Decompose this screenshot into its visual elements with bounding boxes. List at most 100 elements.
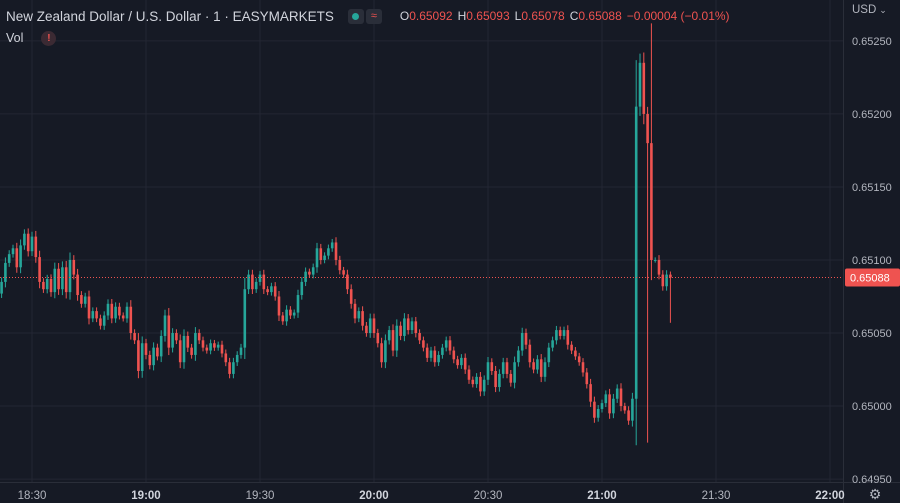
- candle[interactable]: [334, 237, 338, 266]
- candle[interactable]: [570, 341, 573, 355]
- candle[interactable]: [505, 357, 509, 379]
- candle[interactable]: [498, 369, 501, 392]
- warning-icon[interactable]: !: [41, 30, 57, 46]
- candle[interactable]: [42, 278, 45, 293]
- candle[interactable]: [159, 330, 163, 363]
- candle[interactable]: [623, 402, 627, 414]
- candle[interactable]: [574, 347, 577, 360]
- candle[interactable]: [45, 274, 49, 294]
- candle[interactable]: [125, 302, 129, 323]
- candle[interactable]: [0, 277, 3, 298]
- candle[interactable]: [152, 342, 155, 371]
- candle[interactable]: [380, 337, 383, 368]
- candle[interactable]: [254, 278, 258, 293]
- candle[interactable]: [205, 344, 209, 354]
- candle[interactable]: [395, 319, 399, 357]
- candle[interactable]: [429, 346, 433, 362]
- candle[interactable]: [140, 336, 144, 378]
- settings-gear-icon[interactable]: ⚙: [868, 485, 882, 502]
- candle[interactable]: [197, 329, 201, 345]
- candle[interactable]: [596, 405, 600, 422]
- candle[interactable]: [57, 263, 60, 295]
- candle[interactable]: [634, 60, 638, 446]
- candle[interactable]: [653, 257, 657, 263]
- candle[interactable]: [452, 346, 456, 364]
- candle[interactable]: [646, 106, 649, 443]
- candle[interactable]: [330, 238, 334, 252]
- candle[interactable]: [391, 324, 395, 357]
- candle[interactable]: [315, 242, 319, 273]
- candle[interactable]: [585, 368, 589, 389]
- candle[interactable]: [61, 261, 64, 296]
- candle[interactable]: [281, 311, 285, 325]
- candle[interactable]: [460, 354, 463, 369]
- candle[interactable]: [463, 353, 467, 374]
- candle[interactable]: [403, 313, 406, 342]
- candle[interactable]: [270, 282, 273, 296]
- candle[interactable]: [520, 327, 524, 356]
- candle[interactable]: [631, 392, 634, 427]
- candle[interactable]: [589, 378, 592, 407]
- candle[interactable]: [95, 307, 98, 323]
- candle[interactable]: [327, 244, 330, 260]
- candle[interactable]: [114, 302, 117, 323]
- candle[interactable]: [517, 346, 520, 367]
- candle[interactable]: [532, 358, 535, 374]
- candle[interactable]: [593, 396, 596, 423]
- candle[interactable]: [346, 269, 349, 295]
- candle[interactable]: [247, 269, 250, 295]
- candle[interactable]: [608, 388, 611, 419]
- candle[interactable]: [547, 342, 551, 368]
- candle[interactable]: [342, 266, 345, 278]
- candle[interactable]: [425, 343, 429, 363]
- candle[interactable]: [7, 250, 11, 267]
- symbol-title[interactable]: New Zealand Dollar / U.S. Dollar · 1 · E…: [6, 8, 334, 24]
- candle[interactable]: [543, 357, 547, 382]
- candle[interactable]: [182, 329, 186, 369]
- candle[interactable]: [273, 282, 277, 301]
- candle[interactable]: [19, 239, 22, 274]
- candle[interactable]: [414, 316, 418, 338]
- candle[interactable]: [615, 384, 619, 403]
- candle[interactable]: [368, 313, 372, 338]
- candle[interactable]: [501, 357, 505, 379]
- candle[interactable]: [448, 336, 452, 355]
- candle[interactable]: [338, 255, 342, 275]
- candle[interactable]: [638, 53, 642, 116]
- candle[interactable]: [76, 268, 79, 301]
- candle[interactable]: [224, 349, 228, 367]
- candle[interactable]: [91, 307, 95, 323]
- candle[interactable]: [323, 252, 326, 264]
- candle[interactable]: [376, 328, 380, 348]
- candle[interactable]: [665, 270, 668, 291]
- candle[interactable]: [292, 309, 296, 319]
- candle[interactable]: [209, 339, 212, 355]
- candle[interactable]: [513, 356, 516, 389]
- candle[interactable]: [384, 334, 387, 369]
- candle[interactable]: [178, 334, 182, 369]
- candle[interactable]: [258, 270, 262, 286]
- candle[interactable]: [72, 255, 76, 280]
- candle[interactable]: [399, 321, 402, 341]
- candle[interactable]: [80, 291, 83, 308]
- candle[interactable]: [186, 331, 190, 353]
- candle[interactable]: [102, 311, 106, 330]
- candle[interactable]: [235, 351, 239, 366]
- candle[interactable]: [551, 336, 554, 352]
- candle[interactable]: [555, 325, 558, 345]
- candle[interactable]: [163, 309, 167, 342]
- candle[interactable]: [486, 356, 490, 386]
- candle[interactable]: [577, 352, 581, 366]
- candle[interactable]: [661, 270, 665, 291]
- candle[interactable]: [34, 230, 38, 263]
- candle[interactable]: [118, 302, 121, 320]
- candle[interactable]: [175, 329, 178, 345]
- candle[interactable]: [308, 268, 311, 278]
- candle[interactable]: [509, 369, 513, 387]
- candle[interactable]: [110, 298, 114, 324]
- candle[interactable]: [475, 373, 478, 388]
- candle[interactable]: [558, 326, 562, 340]
- candle[interactable]: [220, 340, 224, 358]
- candle[interactable]: [304, 267, 307, 287]
- candle[interactable]: [26, 228, 30, 257]
